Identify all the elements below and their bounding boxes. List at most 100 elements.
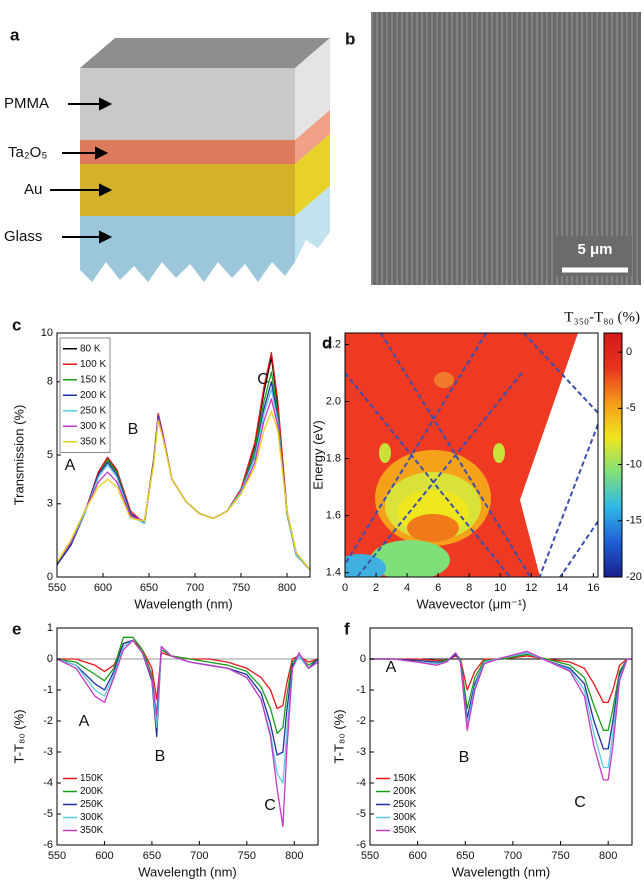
- panel-label: b: [345, 29, 355, 48]
- colorbar-tick-label: 0: [626, 346, 632, 358]
- x-tick-label: 550: [48, 850, 66, 862]
- x-tick-label: 750: [551, 850, 569, 862]
- scale-bar-label: 5 μm: [577, 241, 612, 258]
- y-axis-title: Energy (eV): [310, 420, 325, 489]
- x-axis-title: Wavelength (nm): [452, 864, 551, 879]
- x-tick-label: 700: [190, 850, 208, 862]
- x-tick-label: 6: [435, 582, 441, 594]
- panel-label: c: [12, 315, 21, 334]
- x-tick-label: 750: [238, 850, 256, 862]
- ta2o5-layer: [80, 140, 295, 164]
- annotation: A: [386, 659, 397, 676]
- y-tick-label: 10: [41, 327, 53, 339]
- feature: [334, 554, 386, 582]
- x-tick-label: 800: [285, 850, 303, 862]
- legend-label: 200K: [80, 786, 104, 797]
- y-tick-label: -2: [356, 715, 366, 727]
- annotation: B: [459, 749, 470, 766]
- y-tick-label: 8: [47, 376, 53, 388]
- y-tick-label: -3: [43, 746, 53, 758]
- x-tick-label: 550: [361, 850, 379, 862]
- colorbar-tick-label: -20: [626, 571, 642, 583]
- feature: [434, 372, 454, 388]
- pmma-layer: [80, 68, 295, 140]
- legend-label: 200K: [393, 786, 417, 797]
- y-tick-label: 0: [47, 653, 53, 665]
- y-tick-label: 1: [47, 622, 53, 634]
- x-tick-label: 650: [143, 850, 161, 862]
- y-tick-label: -4: [43, 777, 53, 789]
- layer-diagram: a PMMA Ta₂O₅ Au Glass: [4, 25, 330, 282]
- x-tick-label: 650: [456, 850, 474, 862]
- y-tick-label: 0: [360, 653, 366, 665]
- top-face: [80, 38, 330, 68]
- feature: [379, 443, 391, 463]
- layer-label: PMMA: [4, 95, 49, 112]
- x-tick-label: 750: [232, 582, 250, 594]
- colorbar-tick-label: -15: [626, 515, 642, 527]
- x-tick-label: 10: [494, 582, 506, 594]
- y-tick-label: -5: [43, 808, 53, 820]
- feature: [493, 443, 505, 463]
- y-tick-label: 1.4: [326, 567, 341, 579]
- x-tick-label: 600: [95, 850, 113, 862]
- x-tick-label: 16: [587, 582, 599, 594]
- annotation: B: [155, 748, 166, 765]
- x-tick-label: 0: [342, 582, 348, 594]
- au-layer: [80, 164, 295, 216]
- legend-label: 350 K: [80, 436, 106, 447]
- y-tick-label: 5: [47, 449, 53, 461]
- x-tick-label: 600: [408, 850, 426, 862]
- heatmap-field: [334, 333, 598, 582]
- x-tick-label: 12: [525, 582, 537, 594]
- y-tick-label: 3: [47, 498, 53, 510]
- panel-label: e: [12, 619, 21, 638]
- x-tick-label: 800: [599, 850, 617, 862]
- legend-label: 350K: [393, 825, 417, 836]
- legend-label: 150K: [393, 773, 417, 784]
- series-line: [370, 656, 632, 703]
- series-line: [57, 640, 318, 755]
- legend-label: 200 K: [80, 390, 106, 401]
- layer-label: Glass: [4, 228, 42, 245]
- annotation: C: [264, 797, 276, 814]
- x-axis-title: Wavelength (nm): [134, 596, 233, 611]
- annotation: C: [257, 371, 269, 388]
- sem-image: b 5 μm: [345, 12, 641, 285]
- x-tick-label: 4: [404, 582, 410, 594]
- x-tick-label: 600: [94, 582, 112, 594]
- legend-label: 150K: [80, 773, 104, 784]
- legend-label: 150 K: [80, 374, 106, 385]
- annotation: A: [65, 457, 76, 474]
- annotation: A: [79, 713, 90, 730]
- feature: [407, 514, 459, 542]
- colorbar-tick-label: -10: [626, 458, 642, 470]
- y-tick-label: -2: [43, 715, 53, 727]
- legend-label: 80 K: [80, 343, 101, 354]
- x-axis-title: Wavevector (μm⁻¹): [417, 596, 527, 611]
- panel-label: f: [344, 619, 350, 638]
- x-tick-label: 700: [186, 582, 204, 594]
- x-tick-label: 8: [466, 582, 472, 594]
- series-line: [370, 653, 632, 768]
- legend-label: 300 K: [80, 421, 106, 432]
- x-tick-label: 650: [140, 582, 158, 594]
- legend-label: 250K: [80, 799, 104, 810]
- series-line: [57, 637, 318, 733]
- legend-label: 300K: [393, 812, 417, 823]
- legend-label: 250K: [393, 799, 417, 810]
- y-axis-title: Transmission (%): [11, 405, 26, 506]
- colorbar-tick-label: -5: [626, 402, 636, 414]
- y-tick-label: 2.2: [326, 338, 341, 350]
- y-tick-label: 2.0: [326, 395, 341, 407]
- legend-label: 100 K: [80, 359, 106, 370]
- legend-label: 350K: [80, 825, 104, 836]
- x-tick-label: 2: [373, 582, 379, 594]
- y-tick-label: -1: [43, 684, 53, 696]
- legend-label: 250 K: [80, 405, 106, 416]
- layer-label: Ta₂O₅: [8, 144, 47, 161]
- x-axis-title: Wavelength (nm): [138, 864, 237, 879]
- x-tick-label: 800: [278, 582, 296, 594]
- layer-label: Au: [24, 181, 42, 198]
- y-tick-label: -3: [356, 746, 366, 758]
